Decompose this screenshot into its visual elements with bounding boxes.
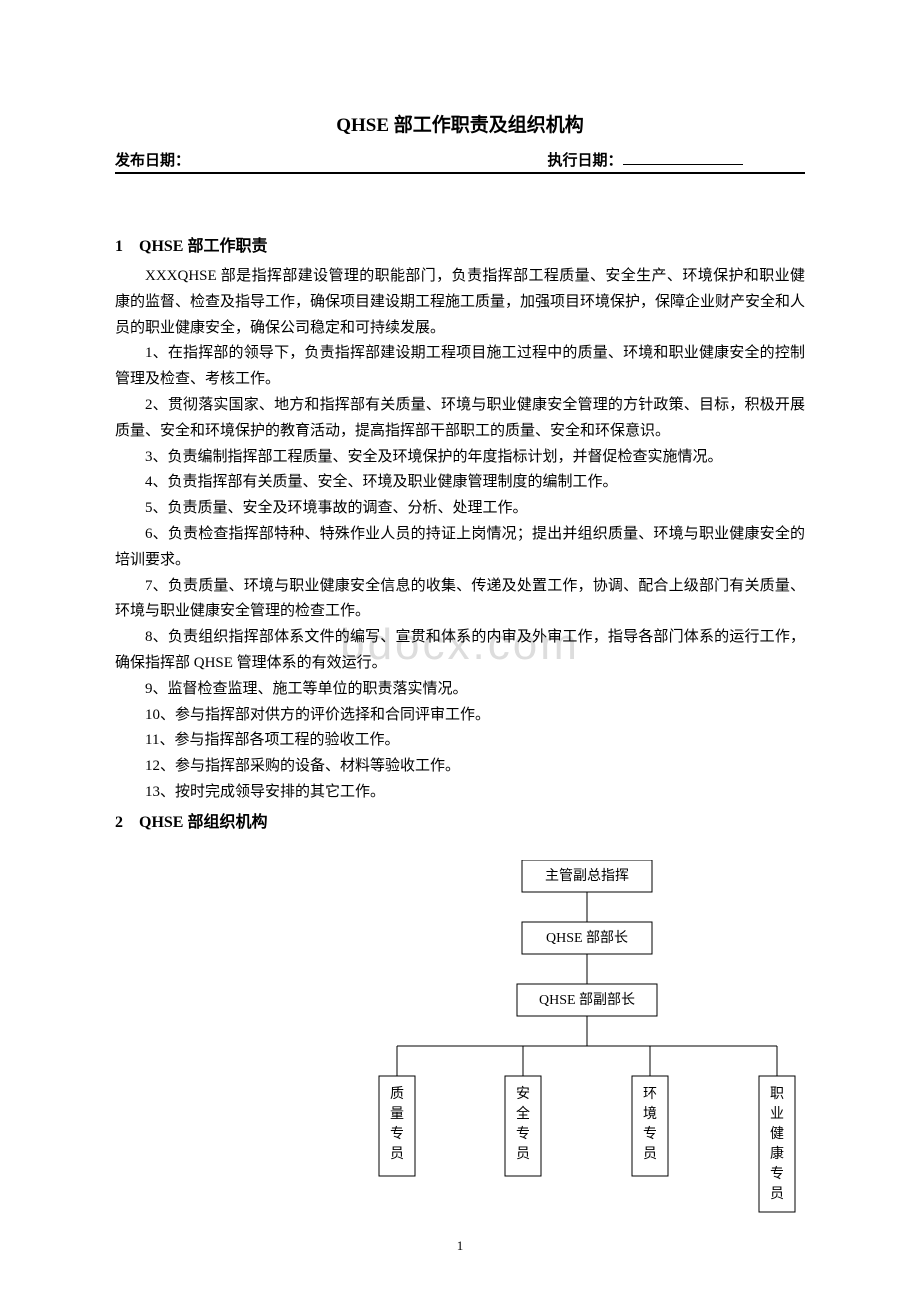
org-node-sub-label: QHSE 部副部长 (539, 992, 635, 1008)
section1-title: QHSE 部工作职责 (139, 238, 267, 255)
section1-item-8: 8、负责组织指挥部体系文件的编写、宣贯和体系的内审及外审工作，指导各部门体系的运… (115, 625, 805, 677)
section1-item-5: 5、负责质量、安全及环境事故的调查、分析、处理工作。 (115, 496, 805, 522)
org-leaf-2-c4: 员 (516, 1147, 530, 1162)
section1-item-7: 7、负责质量、环境与职业健康安全信息的收集、传递及处置工作，协调、配合上级部门有… (115, 574, 805, 626)
page-title: QHSE 部工作职责及组织机构 (115, 110, 805, 137)
page-content: QHSE 部工作职责及组织机构 发布日期： 执行日期： 1QHSE 部工作职责 … (115, 110, 805, 832)
section1-item-2: 2、贯彻落实国家、地方和指挥部有关质量、环境与职业健康安全管理的方针政策、目标，… (115, 393, 805, 445)
section1-item-10: 10、参与指挥部对供方的评价选择和合同评审工作。 (115, 703, 805, 729)
section1-item-9: 9、监督检查监理、施工等单位的职责落实情况。 (115, 677, 805, 703)
section2-heading: 2QHSE 部组织机构 (115, 808, 805, 832)
org-leaf-4-c1: 职 (770, 1087, 784, 1102)
org-leaf-4-c5: 专 (770, 1166, 784, 1182)
exec-date: 执行日期： (373, 149, 806, 170)
exec-date-label: 执行日期： (548, 153, 623, 169)
org-node-top-label: 主管副总指挥 (545, 868, 629, 884)
section2-title: QHSE 部组织机构 (139, 814, 267, 831)
org-leaf-1-c4: 员 (390, 1147, 404, 1162)
section1-item-12: 12、参与指挥部采购的设备、材料等验收工作。 (115, 754, 805, 780)
section1-item-1: 1、在指挥部的领导下，负责指挥部建设期工程项目施工过程中的质量、环境和职业健康安… (115, 341, 805, 393)
org-leaf-3-c3: 专 (643, 1126, 657, 1142)
org-leaf-1-c3: 专 (390, 1126, 404, 1142)
section1-num: 1 (115, 238, 139, 256)
section1-heading: 1QHSE 部工作职责 (115, 232, 805, 256)
exec-date-blank (623, 150, 743, 165)
org-leaf-4-c4: 康 (770, 1145, 784, 1162)
org-leaf-2-c1: 安 (516, 1086, 530, 1102)
publish-date: 发布日期： (115, 149, 373, 170)
org-leaf-2-c3: 专 (516, 1126, 530, 1142)
org-leaf-4-c3: 健 (770, 1126, 784, 1142)
meta-row: 发布日期： 执行日期： (115, 149, 805, 174)
section1-item-11: 11、参与指挥部各项工程的验收工作。 (115, 728, 805, 754)
section1-item-4: 4、负责指挥部有关质量、安全、环境及职业健康管理制度的编制工作。 (115, 470, 805, 496)
org-leaf-4-c6: 员 (770, 1187, 784, 1202)
section1-item-13: 13、按时完成领导安排的其它工作。 (115, 780, 805, 806)
org-leaf-3-c2: 境 (643, 1106, 657, 1122)
org-leaf-3-c1: 环 (643, 1087, 657, 1102)
section1-intro: XXXQHSE 部是指挥部建设管理的职能部门，负责指挥部工程质量、安全生产、环境… (115, 264, 805, 341)
section1-item-6: 6、负责检查指挥部特种、特殊作业人员的持证上岗情况；提出并组织质量、环境与职业健… (115, 522, 805, 574)
org-leaf-1-c1: 质 (390, 1086, 404, 1102)
org-chart: 主管副总指挥 QHSE 部部长 QHSE 部副部长 质 量 专 员 安 全 专 … (377, 860, 807, 1230)
page-number: 1 (457, 1238, 464, 1254)
org-leaf-3-c4: 员 (643, 1147, 657, 1162)
org-leaf-4-c2: 业 (770, 1106, 784, 1122)
section1-item-3: 3、负责编制指挥部工程质量、安全及环境保护的年度指标计划，并督促检查实施情况。 (115, 445, 805, 471)
publish-date-label: 发布日期： (115, 153, 190, 169)
org-leaf-1-c2: 量 (390, 1106, 404, 1122)
org-node-mid-label: QHSE 部部长 (546, 930, 628, 946)
org-leaf-2-c2: 全 (516, 1105, 530, 1122)
section2-num: 2 (115, 814, 139, 832)
